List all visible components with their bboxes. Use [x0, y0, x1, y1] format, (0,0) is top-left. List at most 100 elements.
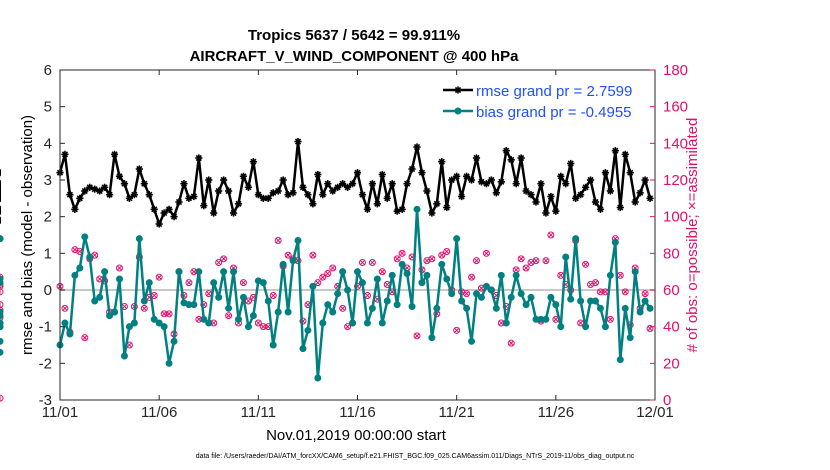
rmse-point [646, 194, 654, 202]
rmse-point [403, 180, 411, 188]
rmse-point [438, 158, 446, 166]
obs-assimilated-point [379, 269, 385, 275]
obs-possible-point [517, 255, 525, 263]
bias-point [96, 293, 104, 301]
bias-point [527, 293, 535, 301]
obs-possible-point [81, 334, 89, 342]
obs-possible-point [0, 306, 4, 314]
rmse-point [145, 191, 153, 199]
obs-assimilated-stroke [553, 316, 559, 322]
rmse-point-stroke [369, 180, 376, 187]
obs-assimilated-point [617, 272, 623, 278]
bias-point [596, 304, 604, 312]
rmse-point-stroke [121, 180, 128, 187]
rmse-point [101, 183, 109, 191]
bias-point [616, 356, 624, 364]
rmse-point-stroke [646, 195, 654, 202]
rmse-point [239, 172, 248, 180]
obs-possible-point [378, 268, 386, 276]
x-tick-label: 11/26 [538, 404, 574, 421]
obs-assimilated-stroke [399, 250, 405, 256]
rmse-point-stroke [255, 191, 262, 198]
obs-possible-point [220, 255, 228, 263]
bias-point [284, 308, 292, 316]
obs-assimilated-stroke [345, 324, 351, 330]
bias-point [249, 312, 257, 320]
rmse-point-stroke [61, 151, 69, 158]
rmse-point-stroke [106, 191, 113, 198]
rmse-point [334, 183, 342, 191]
bias-point [175, 268, 183, 276]
bias-point [468, 337, 476, 345]
rmse-point [601, 169, 610, 177]
obs-possible-point [542, 257, 550, 265]
obs-assimilated-point [553, 316, 559, 322]
rmse-point-stroke [582, 184, 589, 191]
bias-point [239, 293, 247, 301]
rmse-point-stroke [195, 154, 202, 162]
obs-assimilated-point [121, 303, 128, 310]
rmse-point [453, 172, 461, 180]
rmse-point [502, 147, 510, 155]
rmse-point-stroke [532, 198, 540, 206]
obs-assimilated-point [211, 320, 217, 326]
rmse-point-stroke [627, 169, 634, 176]
rmse-point-stroke [86, 184, 93, 191]
bias-point [373, 275, 381, 283]
obs-assimilated-point [166, 311, 172, 317]
rmse-point-stroke [384, 195, 391, 202]
obs-possible-point [339, 304, 347, 312]
rmse-point-stroke [458, 193, 465, 200]
rmse-point-stroke [478, 178, 485, 185]
obs-possible-point [443, 248, 451, 255]
obs-possible-point [646, 325, 654, 332]
rmse-point [289, 189, 297, 197]
bias-point [577, 297, 585, 305]
rmse-point-stroke [408, 165, 416, 173]
bias-point [497, 271, 505, 279]
bias-point [477, 293, 485, 301]
obs-assimilated-point [642, 291, 648, 297]
obs-assimilated-point [498, 320, 504, 326]
rmse-point [125, 194, 134, 202]
rmse-point-stroke [91, 186, 98, 193]
rmse-point-stroke [641, 176, 649, 184]
obs-assimilated-stroke [255, 320, 261, 326]
rmse-point [175, 198, 183, 206]
y-left-tick-label: -3 [39, 392, 52, 409]
rmse-point [160, 209, 168, 217]
obs-possible-point [309, 251, 317, 259]
obs-assimilated-point [607, 316, 613, 322]
obs-assimilated-stroke [533, 258, 539, 264]
rmse-point-stroke [463, 173, 470, 180]
rmse-point [443, 203, 451, 212]
obs-assimilated-point [191, 269, 197, 275]
obs-possible-point [596, 288, 604, 296]
y-left-tick-label: 1 [44, 245, 52, 262]
legend-bias-label: bias grand pr = -0.4955 [476, 104, 632, 121]
obs-assimilated-stroke [285, 252, 291, 258]
rmse-point [61, 150, 69, 158]
rmse-point [299, 183, 307, 191]
x-tick-label: 11/06 [141, 404, 177, 421]
rmse-point [304, 191, 312, 199]
obs-assimilated-stroke [82, 335, 88, 341]
rmse-point [170, 213, 178, 221]
obs-assimilated-point [141, 305, 147, 311]
bias-point [235, 315, 242, 323]
obs-assimilated-stroke [191, 269, 197, 275]
rmse-point [190, 192, 198, 201]
rmse-point [279, 176, 287, 184]
rmse-point [596, 205, 605, 213]
bias-point [111, 308, 119, 316]
bias-point [393, 301, 401, 309]
rmse-point-stroke [518, 154, 525, 162]
legend: rmse grand pr = 2.7599 bias grand pr = -… [440, 78, 649, 124]
rmse-point-stroke [260, 195, 267, 202]
obs-possible-point [185, 279, 193, 287]
rmse-point-stroke [587, 176, 594, 184]
legend-box [440, 78, 649, 124]
bias-series-layer [0, 205, 654, 382]
bias-point [244, 323, 252, 331]
obs-assimilated-point [325, 270, 331, 277]
